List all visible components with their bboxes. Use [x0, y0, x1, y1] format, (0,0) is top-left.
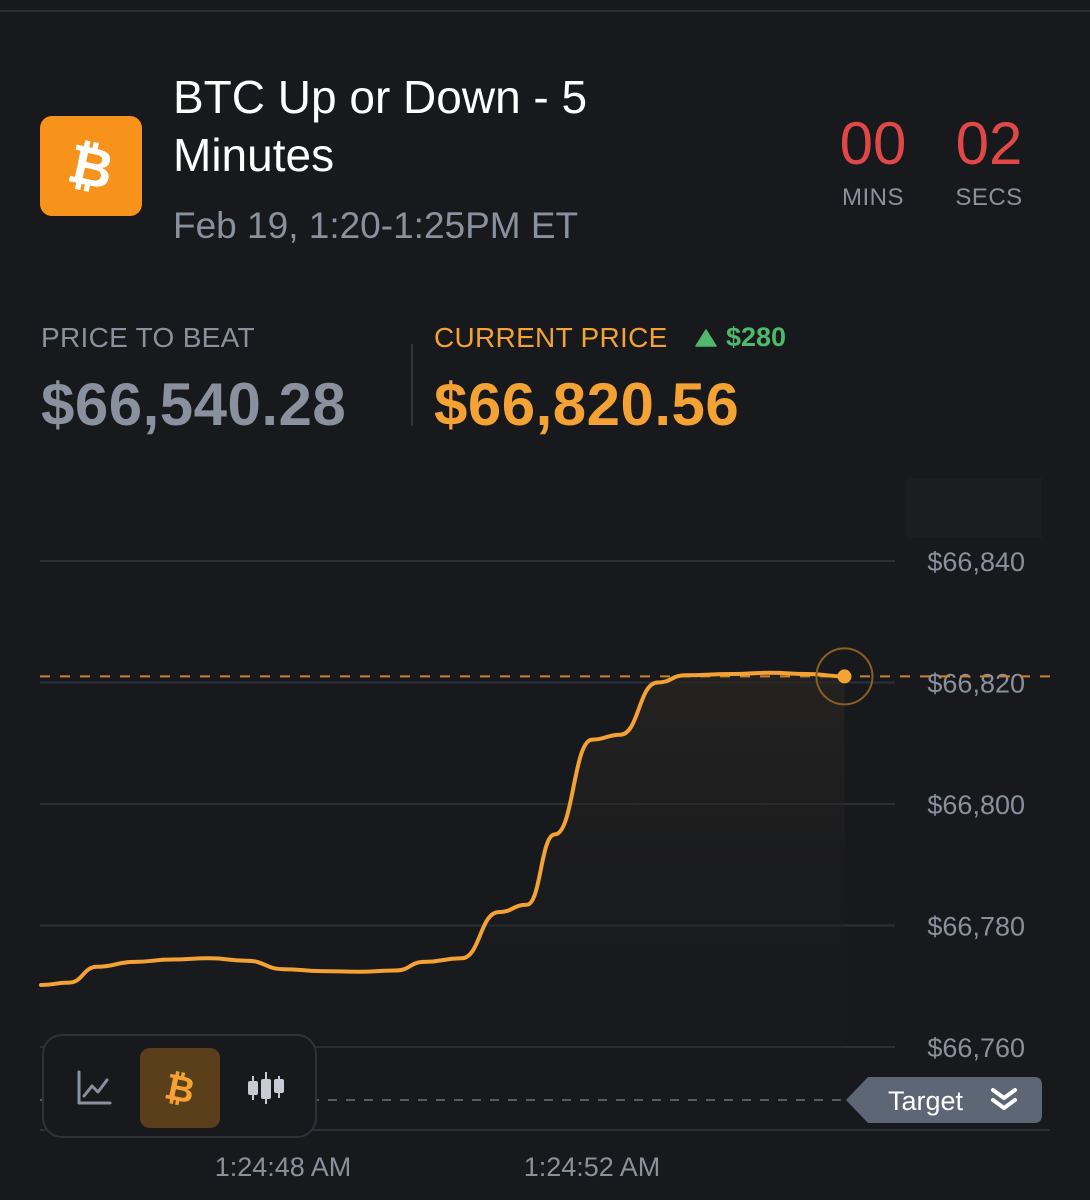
y-axis-labels: $66,840 $66,820 $66,800 $66,780 $66,760	[927, 547, 1025, 1063]
target-button[interactable]: Target	[846, 1077, 1042, 1123]
y-tick-label: $66,760	[927, 1033, 1025, 1063]
chart-overlay-panel	[906, 478, 1042, 538]
price-divider	[411, 344, 413, 426]
x-axis-labels: 1:24:48 AM 1:24:52 AM	[215, 1152, 661, 1182]
line-chart-button[interactable]	[54, 1048, 134, 1128]
chart-type-toolbar: ₿	[42, 1034, 317, 1138]
price-change-value: $280	[726, 322, 787, 352]
minutes-label: MINS	[842, 184, 904, 211]
price-to-beat-value: $66,540.28	[41, 371, 347, 438]
market-logo: ₿	[40, 116, 142, 216]
svg-text:₿: ₿	[63, 135, 119, 197]
double-chevron-down-icon	[991, 1088, 1017, 1110]
current-price-value: $66,820.56	[434, 371, 740, 438]
seconds-value: 02	[955, 110, 1023, 177]
y-tick-label: $66,800	[927, 790, 1025, 820]
x-tick-label: 1:24:52 AM	[524, 1152, 661, 1182]
y-tick-label: $66,780	[927, 912, 1025, 942]
countdown-seconds: 02 SECS	[947, 110, 1031, 212]
svg-text:₿: ₿	[161, 1068, 198, 1108]
bitcoin-icon: ₿	[63, 135, 119, 197]
top-divider	[0, 10, 1090, 12]
target-label: Target	[888, 1086, 964, 1116]
current-price-label: CURRENT PRICE	[434, 322, 668, 353]
price-area	[41, 672, 845, 1130]
current-point-ring	[815, 647, 874, 706]
price-chart[interactable]: $66,840 $66,820 $66,800 $66,780 $66,760 1:24…	[0, 460, 1090, 1200]
y-tick-label: $66,840	[927, 547, 1025, 577]
price-series-line	[39, 670, 847, 987]
price-to-beat-label: PRICE TO BEAT	[41, 322, 255, 353]
candlestick-chart-button[interactable]	[226, 1048, 306, 1128]
seconds-label: SECS	[955, 184, 1023, 211]
x-tick-label: 1:24:48 AM	[215, 1152, 352, 1182]
y-tick-label: $66,820	[927, 669, 1025, 699]
up-triangle-icon	[695, 328, 717, 347]
bitcoin-icon: ₿	[161, 1068, 198, 1108]
market-subtitle: Feb 19, 1:20-1:25PM ET	[173, 205, 579, 246]
market-title: BTC Up or Down - 5 Minutes	[173, 71, 588, 181]
current-point-dot	[837, 669, 852, 684]
candlestick-icon	[248, 1072, 284, 1104]
bitcoin-chart-button[interactable]: ₿	[140, 1048, 220, 1128]
minutes-value: 00	[839, 110, 907, 177]
line-chart-icon	[77, 1070, 112, 1105]
countdown-minutes: 00 MINS	[832, 110, 914, 212]
price-change: $280	[695, 322, 786, 353]
